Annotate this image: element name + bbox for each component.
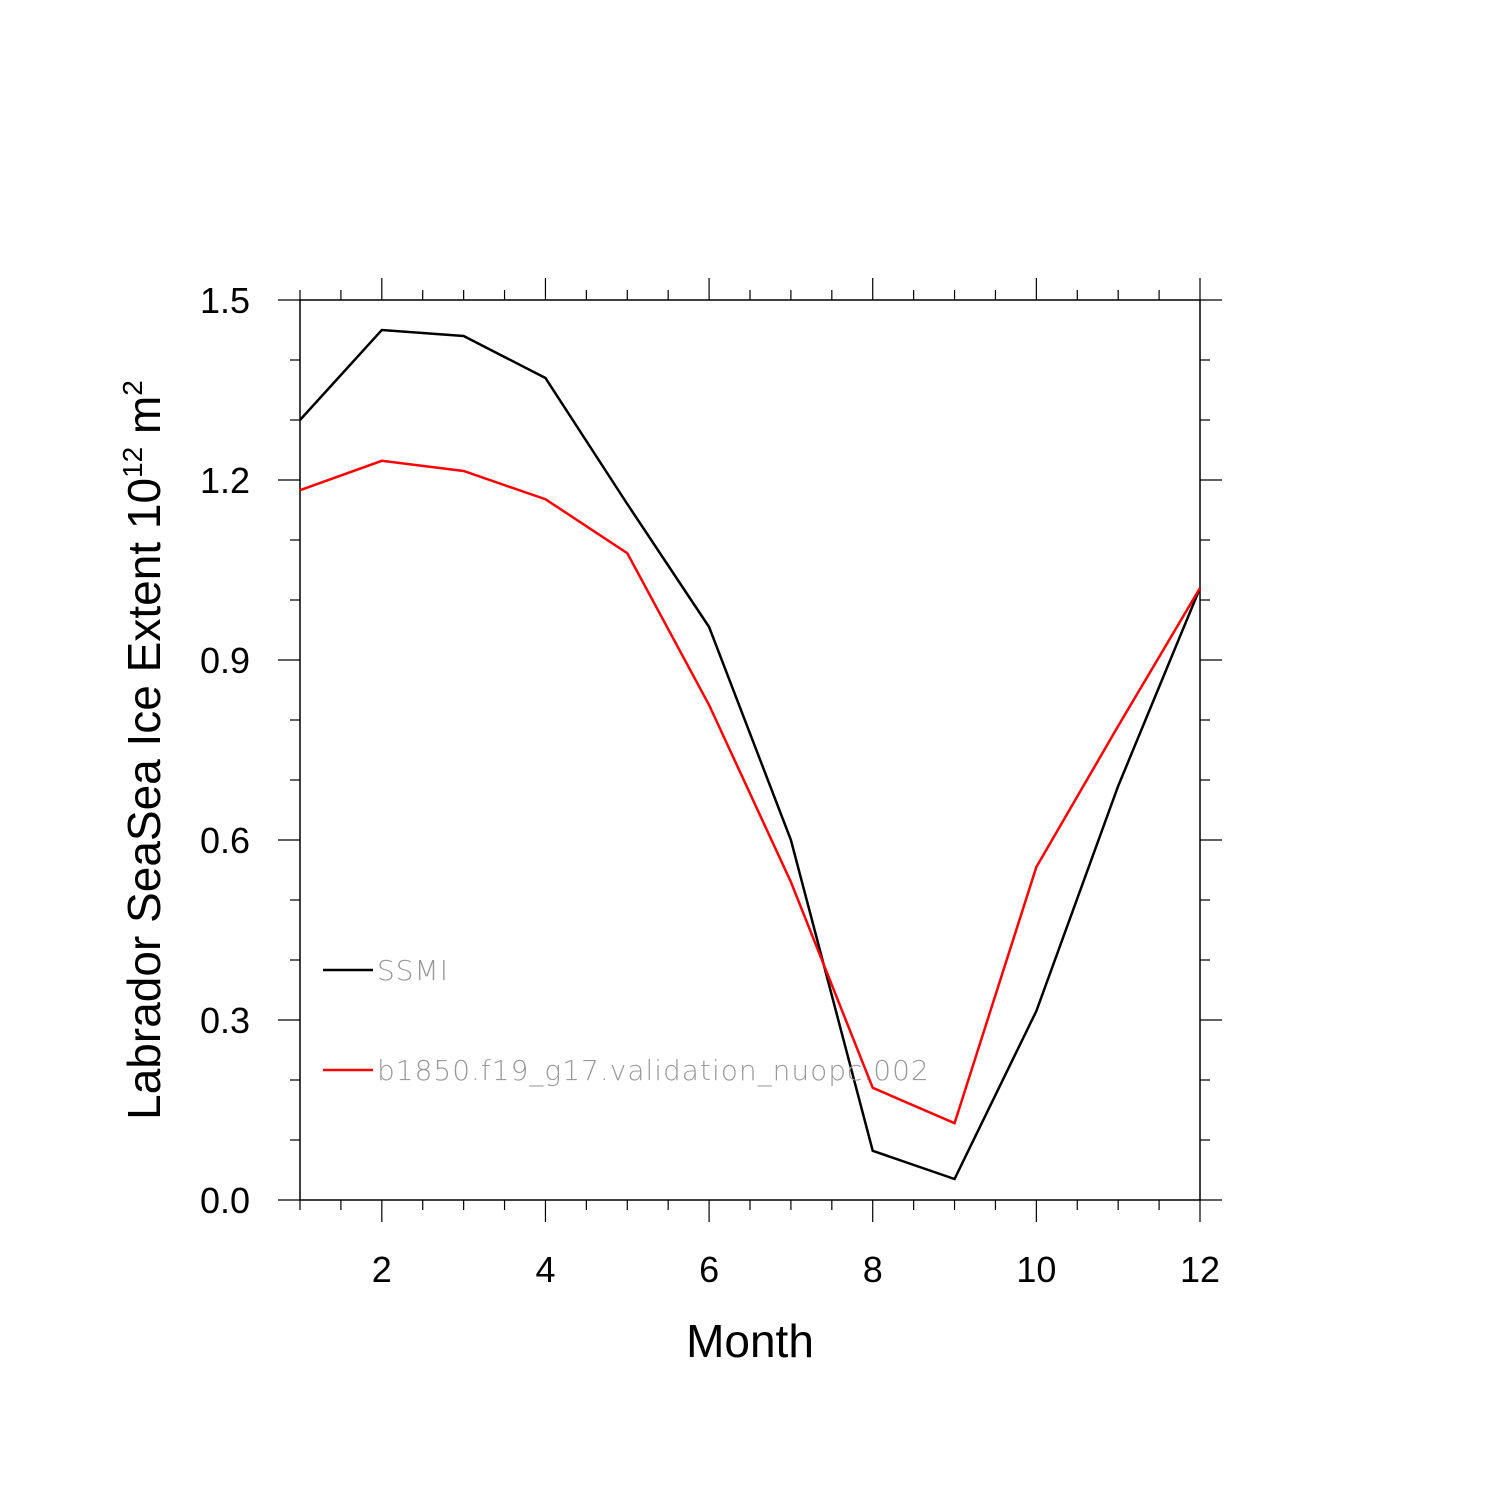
legend-label-ssmi: SSMI <box>377 954 449 987</box>
y-tick-label: 1.5 <box>200 280 250 321</box>
series-line-1 <box>299 459 1202 1125</box>
y-axis-title-main: Labrador SeaSea Ice Extent 10 <box>118 478 170 1120</box>
y-tick-label: 0.9 <box>200 640 250 681</box>
y-tick-label: 0.0 <box>200 1180 250 1221</box>
y-tick-labels: 0.0 0.3 0.6 0.9 1.2 1.5 <box>200 280 250 1221</box>
series-layer <box>299 328 1202 1181</box>
legend-label-model: b1850.f19_g17.validation_nuopc.002 <box>377 1054 930 1088</box>
y-axis-title-unit: m <box>118 396 170 447</box>
y-tick-label: 0.3 <box>200 1000 250 1041</box>
y-tick-label: 1.2 <box>200 460 250 501</box>
x-tick-label: 10 <box>1016 1249 1056 1290</box>
legend: SSMI b1850.f19_g17.validation_nuopc.002 <box>323 954 930 1088</box>
y-axis-title-unit-exponent: 2 <box>117 380 148 396</box>
series-line-0 <box>299 328 1202 1181</box>
x-tick-label: 2 <box>372 1249 392 1290</box>
x-tick-label: 12 <box>1180 1249 1220 1290</box>
x-tick-labels: 2 4 6 8 10 12 <box>372 1249 1220 1290</box>
y-axis-title: Labrador SeaSea Ice Extent 1012 m2 <box>117 380 170 1120</box>
x-tick-label: 6 <box>699 1249 719 1290</box>
x-tick-label: 8 <box>863 1249 883 1290</box>
x-tick-label: 4 <box>535 1249 555 1290</box>
axis-ticks <box>278 278 1222 1222</box>
y-tick-label: 0.6 <box>200 820 250 861</box>
x-axis-title: Month <box>686 1315 814 1367</box>
y-axis-title-exponent: 12 <box>117 447 148 478</box>
